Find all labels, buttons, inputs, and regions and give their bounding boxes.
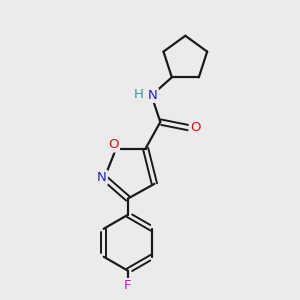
Text: N: N xyxy=(148,89,158,102)
Text: O: O xyxy=(109,139,119,152)
Text: F: F xyxy=(124,279,132,292)
Text: O: O xyxy=(190,122,200,134)
Text: N: N xyxy=(97,171,107,184)
Text: H: H xyxy=(134,88,143,101)
